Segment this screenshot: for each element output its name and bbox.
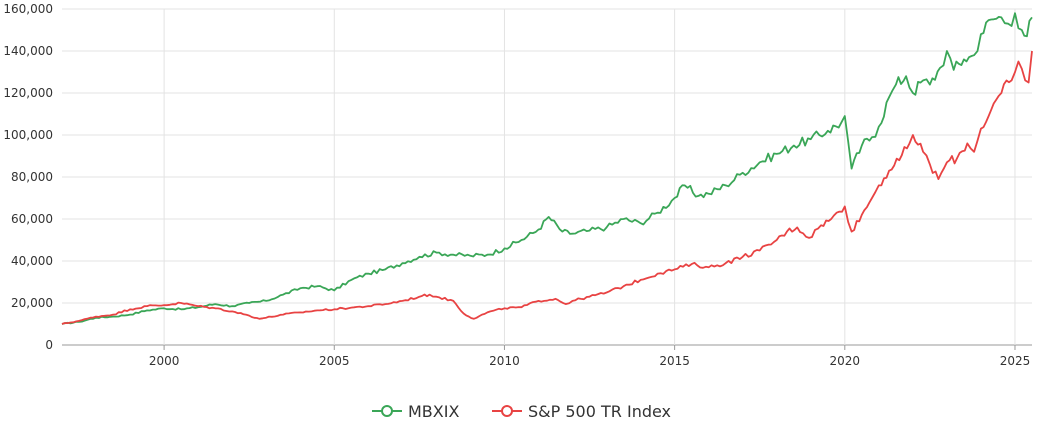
y-tick-label: 80,000 bbox=[11, 170, 53, 184]
y-tick-label: 120,000 bbox=[3, 86, 53, 100]
series-line-sp500[interactable] bbox=[61, 50, 1033, 325]
y-tick-label: 40,000 bbox=[11, 254, 53, 268]
x-tick-label: 2010 bbox=[489, 354, 520, 368]
legend-label: S&P 500 TR Index bbox=[528, 402, 671, 421]
series-line-mbxix[interactable] bbox=[61, 12, 1033, 325]
x-tick-label: 2005 bbox=[319, 354, 350, 368]
y-tick-label: 60,000 bbox=[11, 212, 53, 226]
grid-layer bbox=[62, 8, 1032, 346]
y-tick-label: 20,000 bbox=[11, 296, 53, 310]
y-tick-label: 0 bbox=[45, 338, 53, 352]
y-tick-label: 140,000 bbox=[3, 44, 53, 58]
legend-marker-icon bbox=[381, 405, 393, 417]
legend[interactable]: MBXIX S&P 500 TR Index bbox=[372, 402, 671, 421]
x-tick-label: 2025 bbox=[1000, 354, 1031, 368]
legend-label: MBXIX bbox=[408, 402, 459, 421]
axis-layer: 0 20,000 40,000 60,000 80,000 100,000 120,000 1… bbox=[3, 2, 1030, 368]
x-tick-label: 2020 bbox=[830, 354, 861, 368]
y-tick-label: 160,000 bbox=[3, 2, 53, 16]
legend-marker-icon bbox=[501, 405, 513, 417]
y-tick-label: 100,000 bbox=[3, 128, 53, 142]
x-tick-label: 2015 bbox=[659, 354, 690, 368]
legend-item-sp500[interactable]: S&P 500 TR Index bbox=[492, 402, 671, 421]
legend-item-mbxix[interactable]: MBXIX bbox=[372, 402, 459, 421]
series-layer bbox=[61, 12, 1033, 325]
x-tick-label: 2000 bbox=[149, 354, 180, 368]
